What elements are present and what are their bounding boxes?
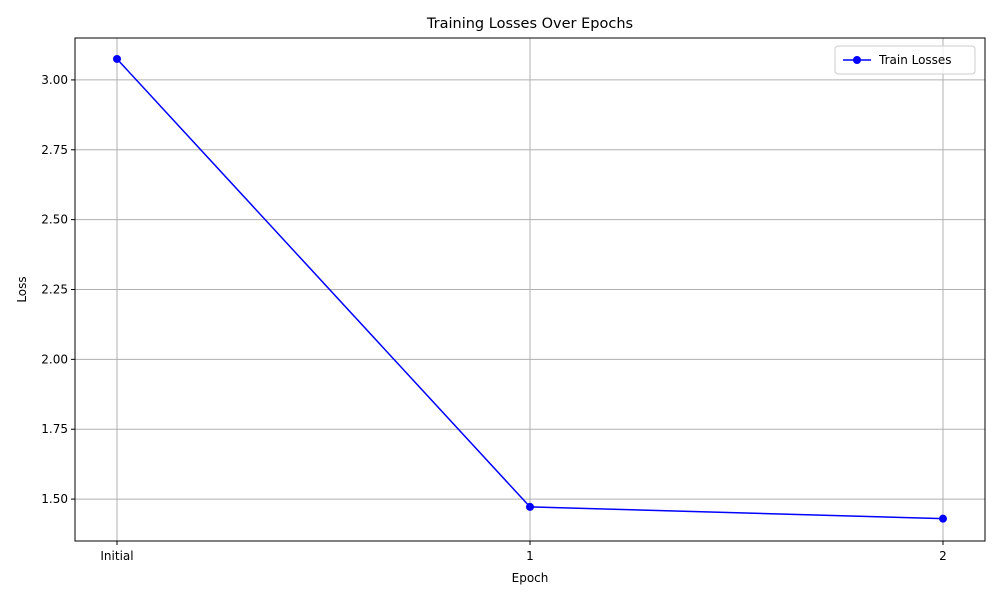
grid — [75, 38, 985, 541]
y-tick-label: 3.00 — [41, 73, 68, 87]
y-axis-label: Loss — [15, 276, 29, 302]
data-point — [113, 54, 121, 63]
series-layer — [113, 54, 947, 523]
y-tick-label: 1.75 — [41, 422, 68, 436]
data-point — [939, 514, 947, 523]
ticks: 1.50 1.75 2.00 2.25 2.50 2.75 3.00 Initial 1 2 — [41, 73, 947, 563]
chart-title: Training Losses Over Epochs — [426, 16, 633, 32]
data-point — [526, 502, 534, 511]
legend-marker-swatch — [853, 56, 861, 64]
y-tick-label: 2.00 — [41, 352, 68, 366]
x-axis-label: Epoch — [512, 571, 549, 585]
x-tick-label: Initial — [100, 549, 133, 563]
x-tick-label: 1 — [526, 549, 534, 563]
y-tick-label: 2.25 — [41, 283, 68, 297]
legend-box — [834, 45, 976, 75]
legend: Train Losses — [834, 45, 976, 75]
legend-label: Train Losses — [878, 53, 952, 67]
y-tick-label: 2.50 — [41, 213, 68, 227]
y-tick-label: 2.75 — [41, 143, 68, 157]
y-tick-label: 1.50 — [41, 492, 68, 506]
x-tick-label: 2 — [939, 549, 947, 563]
